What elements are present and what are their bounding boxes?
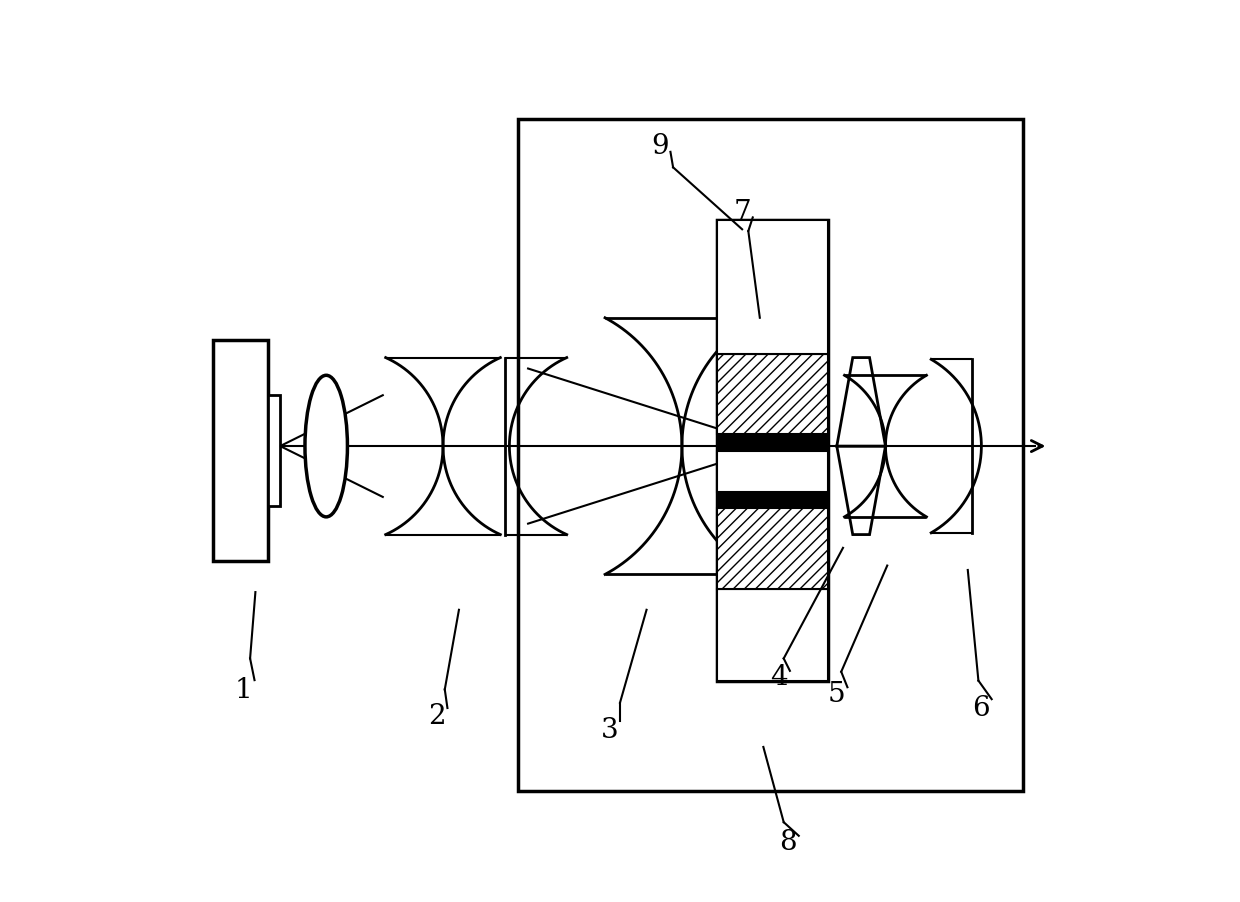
Polygon shape <box>837 358 885 446</box>
Bar <box>718 509 828 589</box>
Text: 4: 4 <box>770 663 789 690</box>
Bar <box>518 119 1023 791</box>
Ellipse shape <box>305 376 347 517</box>
Text: 8: 8 <box>779 828 797 855</box>
Text: 6: 6 <box>972 694 990 721</box>
Polygon shape <box>837 446 885 535</box>
Bar <box>718 221 828 354</box>
Bar <box>718 435 828 451</box>
Bar <box>268 396 280 506</box>
Bar <box>718 492 828 509</box>
Text: 3: 3 <box>600 716 619 743</box>
Bar <box>213 340 268 561</box>
Text: 9: 9 <box>651 133 668 160</box>
Text: 2: 2 <box>428 703 445 730</box>
Text: 7: 7 <box>733 198 751 226</box>
Text: 5: 5 <box>828 681 846 707</box>
Text: 1: 1 <box>236 676 253 704</box>
Bar <box>718 451 828 492</box>
Bar <box>718 221 828 681</box>
Bar <box>718 589 828 681</box>
Bar <box>718 354 828 435</box>
